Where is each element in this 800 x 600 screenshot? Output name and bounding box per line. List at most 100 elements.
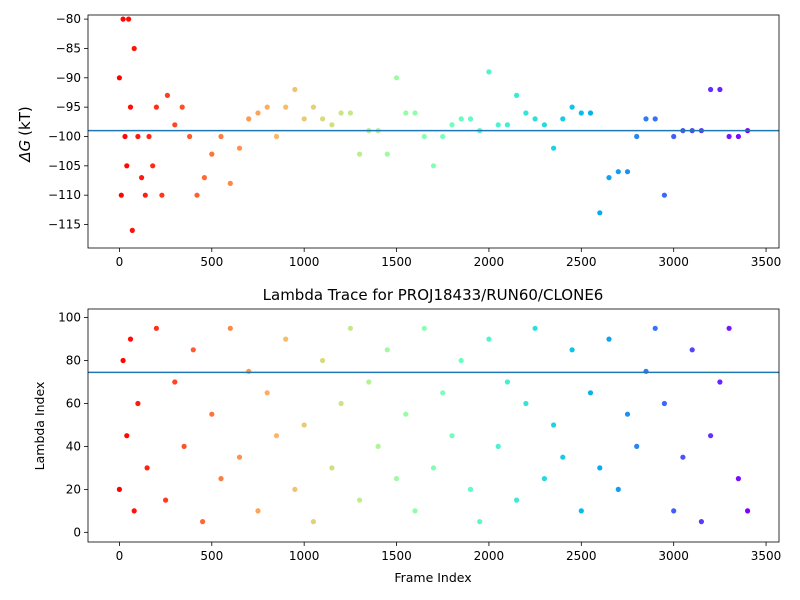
lambda-y-ticks: 0 20 40 60 80 100 bbox=[58, 311, 88, 539]
lambda-x-tick-label: 500 bbox=[200, 549, 223, 563]
lambda-x-tick-label: 1500 bbox=[381, 549, 412, 563]
delta-g-point bbox=[172, 122, 178, 128]
lambda-point bbox=[283, 336, 289, 342]
delta-g-x-tick-label: 2000 bbox=[474, 255, 505, 269]
lambda-point bbox=[569, 347, 575, 353]
lambda-point bbox=[504, 379, 510, 385]
delta-g-point bbox=[384, 151, 390, 157]
lambda-point bbox=[745, 508, 751, 514]
lambda-point bbox=[273, 433, 280, 439]
lambda-y-tick-label: 60 bbox=[66, 396, 81, 410]
lambda-point bbox=[689, 347, 695, 353]
delta-g-point bbox=[218, 133, 224, 140]
lambda-point bbox=[338, 400, 344, 407]
lambda-point bbox=[209, 411, 215, 417]
delta-g-point bbox=[551, 145, 557, 151]
lambda-point bbox=[467, 486, 474, 492]
delta-g-point bbox=[227, 180, 233, 186]
delta-g-point bbox=[135, 133, 141, 140]
delta-g-point bbox=[726, 133, 732, 140]
lambda-point bbox=[301, 422, 307, 428]
lambda-x-tick-label: 2000 bbox=[474, 549, 505, 563]
delta-g-point bbox=[194, 192, 200, 198]
lambda-point bbox=[560, 454, 566, 460]
lambda-point bbox=[310, 519, 316, 525]
lambda-y-tick-label: 40 bbox=[66, 439, 81, 453]
lambda-y-tick-label: 80 bbox=[66, 354, 81, 368]
lambda-point bbox=[587, 390, 594, 396]
lambda-point bbox=[643, 368, 649, 374]
lambda-point bbox=[172, 379, 178, 385]
delta-g-point bbox=[124, 163, 130, 169]
lambda-point bbox=[551, 422, 557, 428]
lambda-point bbox=[153, 325, 159, 331]
delta-g-point bbox=[131, 45, 137, 52]
delta-g-point bbox=[139, 175, 145, 181]
delta-g-x-tick-label: 2500 bbox=[566, 255, 597, 269]
delta-g-point bbox=[615, 169, 621, 175]
lambda-point bbox=[495, 443, 501, 449]
lambda-point bbox=[329, 465, 335, 471]
delta-g-point bbox=[624, 169, 631, 175]
delta-g-point bbox=[329, 122, 335, 128]
lambda-chart-title: Lambda Trace for PROJ18433/RUN60/CLONE6 bbox=[263, 286, 604, 304]
delta-g-point bbox=[541, 122, 548, 128]
lambda-point bbox=[236, 454, 243, 460]
delta-g-point bbox=[587, 110, 594, 116]
lambda-point bbox=[246, 368, 252, 374]
delta-g-point bbox=[338, 110, 344, 116]
delta-g-point bbox=[153, 104, 159, 110]
lambda-axes-frame bbox=[87, 308, 780, 543]
lambda-point bbox=[384, 347, 390, 353]
delta-g-point bbox=[495, 122, 501, 128]
delta-g-point bbox=[159, 192, 165, 198]
lambda-point bbox=[541, 476, 548, 482]
lambda-x-tick-label: 3000 bbox=[658, 549, 689, 563]
lambda-point bbox=[366, 379, 372, 385]
lambda-y-tick-label: 20 bbox=[66, 482, 81, 496]
lambda-point bbox=[615, 486, 621, 492]
delta-g-point bbox=[467, 116, 474, 122]
lambda-point bbox=[726, 325, 732, 331]
lambda-point bbox=[624, 411, 631, 417]
lambda-point bbox=[163, 497, 169, 503]
delta-g-point bbox=[126, 16, 132, 22]
lambda-point bbox=[375, 443, 381, 449]
delta-g-point bbox=[634, 133, 640, 140]
lambda-point bbox=[116, 486, 122, 492]
lambda-point bbox=[661, 400, 668, 407]
delta-g-point bbox=[560, 116, 566, 122]
delta-g-point bbox=[264, 104, 270, 110]
lambda-point bbox=[357, 497, 363, 503]
lambda-point bbox=[652, 325, 658, 331]
delta-g-point bbox=[164, 92, 170, 98]
lambda-point bbox=[135, 400, 141, 407]
lambda-point bbox=[264, 390, 270, 396]
lambda-point bbox=[698, 519, 705, 525]
lambda-point bbox=[403, 411, 409, 417]
delta-g-point bbox=[708, 86, 714, 93]
lambda-point bbox=[597, 465, 603, 471]
delta-g-point bbox=[569, 104, 575, 110]
lambda-point bbox=[532, 325, 538, 331]
delta-g-point bbox=[449, 122, 455, 128]
delta-g-point bbox=[146, 133, 152, 140]
delta-g-point bbox=[150, 163, 156, 169]
lambda-point bbox=[127, 336, 134, 342]
lambda-x-axis-label: Frame Index bbox=[394, 570, 471, 585]
delta-g-point bbox=[717, 86, 723, 93]
lambda-x-tick-label: 1000 bbox=[289, 549, 320, 563]
delta-g-point bbox=[236, 145, 243, 151]
lambda-point bbox=[477, 519, 483, 525]
lambda-point bbox=[717, 379, 723, 385]
delta-g-point bbox=[523, 110, 529, 116]
delta-g-point bbox=[301, 116, 307, 122]
lambda-panel: Lambda Trace for PROJ18433/RUN60/CLONE6 … bbox=[32, 286, 781, 585]
lambda-point bbox=[708, 433, 714, 439]
delta-g-points bbox=[116, 16, 751, 233]
lambda-x-tick-label: 3500 bbox=[751, 549, 782, 563]
delta-g-x-tick-label: 3500 bbox=[751, 255, 782, 269]
delta-g-point bbox=[661, 192, 668, 198]
lambda-point bbox=[131, 508, 137, 514]
